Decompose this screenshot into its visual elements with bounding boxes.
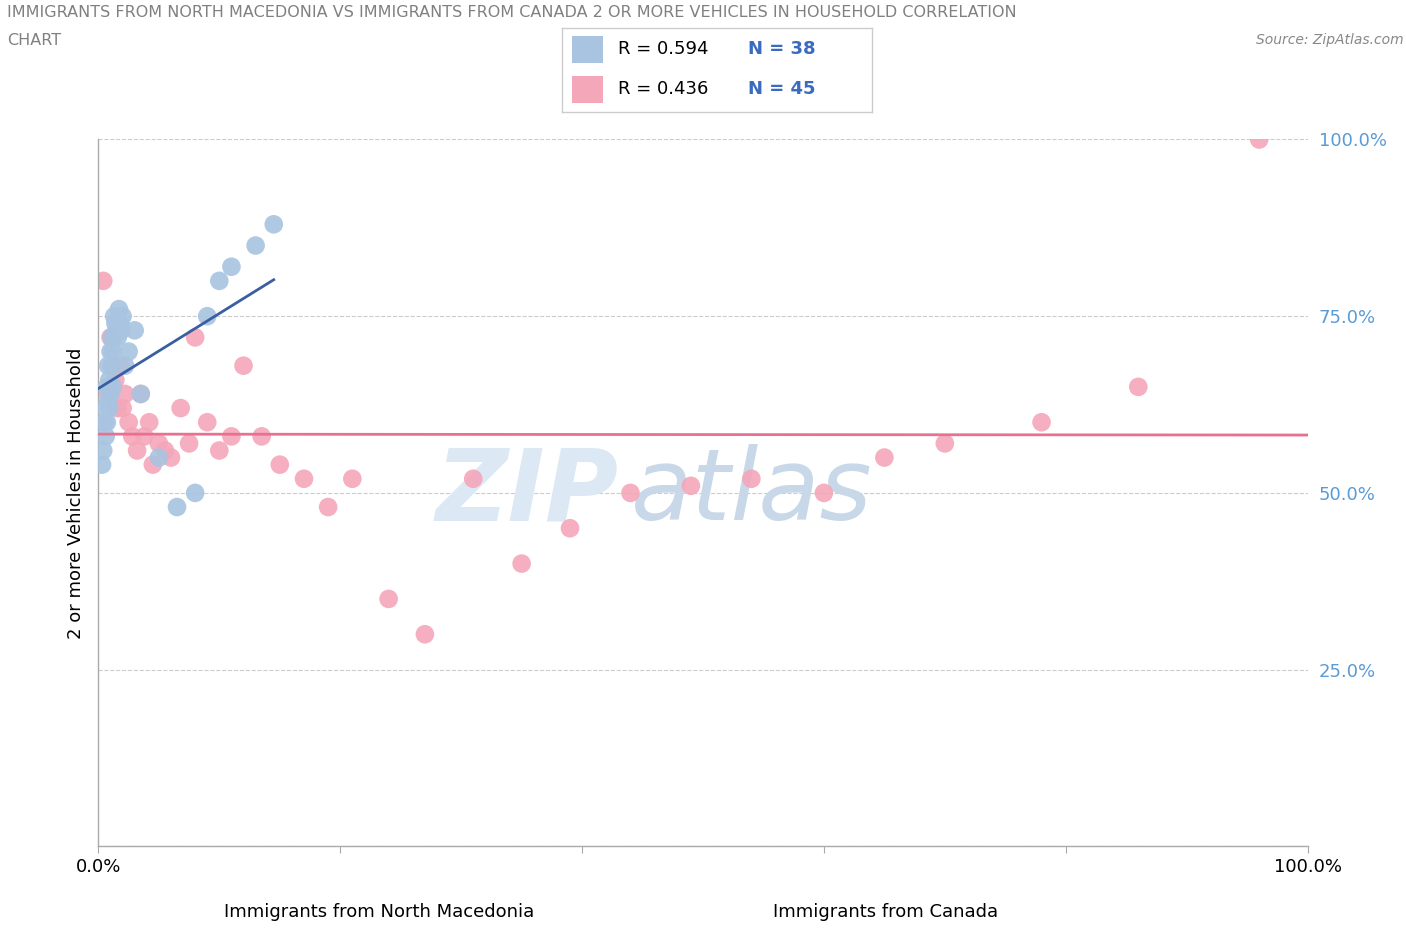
Text: R = 0.594: R = 0.594 xyxy=(619,40,709,58)
Point xyxy=(118,415,141,430)
Point xyxy=(1031,415,1053,430)
Bar xyxy=(572,36,603,63)
Point xyxy=(96,415,118,430)
Point xyxy=(740,472,762,486)
Point xyxy=(118,344,141,359)
Point xyxy=(93,415,115,430)
Point xyxy=(250,429,273,444)
Point xyxy=(619,485,641,500)
Point xyxy=(100,387,122,402)
Point xyxy=(114,358,136,373)
Text: R = 0.436: R = 0.436 xyxy=(619,80,709,98)
Point xyxy=(94,429,117,444)
Point xyxy=(121,429,143,444)
Point xyxy=(813,485,835,500)
Point xyxy=(1249,132,1271,147)
Point xyxy=(208,443,231,458)
Point xyxy=(104,372,127,387)
Point xyxy=(111,309,134,324)
Point xyxy=(114,387,136,402)
Point xyxy=(142,458,165,472)
Text: Immigrants from Canada: Immigrants from Canada xyxy=(773,903,998,921)
Point xyxy=(100,358,122,373)
Point xyxy=(245,238,267,253)
Point xyxy=(110,323,132,338)
Point xyxy=(91,443,114,458)
Point xyxy=(103,330,125,345)
Point xyxy=(263,217,285,232)
Text: N = 45: N = 45 xyxy=(748,80,815,98)
Point xyxy=(463,472,485,486)
Point xyxy=(97,387,120,402)
Point xyxy=(1128,379,1150,394)
Point xyxy=(413,627,436,642)
Point xyxy=(103,309,125,324)
Point xyxy=(342,472,364,486)
Point xyxy=(292,472,315,486)
Point xyxy=(148,436,170,451)
Point xyxy=(107,401,129,416)
Point xyxy=(873,450,896,465)
Text: CHART: CHART xyxy=(7,33,60,47)
Point xyxy=(208,273,231,288)
Text: atlas: atlas xyxy=(630,445,872,541)
Point xyxy=(108,358,131,373)
Point xyxy=(101,358,124,373)
Point xyxy=(269,458,291,472)
Point xyxy=(100,344,122,359)
Point xyxy=(160,450,183,465)
Point xyxy=(184,485,207,500)
Point xyxy=(107,330,129,345)
Point xyxy=(104,316,127,331)
Text: Source: ZipAtlas.com: Source: ZipAtlas.com xyxy=(1256,33,1403,46)
Point xyxy=(558,521,581,536)
Point xyxy=(124,323,146,338)
Point xyxy=(100,330,122,345)
Point xyxy=(105,323,128,338)
Point xyxy=(97,393,120,408)
Text: IMMIGRANTS FROM NORTH MACEDONIA VS IMMIGRANTS FROM CANADA 2 OR MORE VEHICLES IN : IMMIGRANTS FROM NORTH MACEDONIA VS IMMIG… xyxy=(7,5,1017,20)
Point xyxy=(129,387,152,402)
Point xyxy=(108,316,131,331)
Point xyxy=(91,458,114,472)
Text: ZIP: ZIP xyxy=(436,445,619,541)
Point xyxy=(679,478,702,493)
Point xyxy=(98,372,121,387)
Point xyxy=(377,591,399,606)
Point xyxy=(169,401,191,416)
Point xyxy=(166,499,188,514)
Point xyxy=(100,330,122,345)
Y-axis label: 2 or more Vehicles in Household: 2 or more Vehicles in Household xyxy=(66,347,84,639)
Point xyxy=(221,429,243,444)
Text: Immigrants from North Macedonia: Immigrants from North Macedonia xyxy=(225,903,534,921)
Point xyxy=(184,330,207,345)
Point xyxy=(101,344,124,359)
Point xyxy=(96,379,118,394)
Point xyxy=(129,387,152,402)
Point xyxy=(232,358,254,373)
Point xyxy=(195,309,218,324)
Point xyxy=(195,415,218,430)
Point xyxy=(134,429,156,444)
Point xyxy=(934,436,956,451)
Point xyxy=(108,301,131,316)
Point xyxy=(177,436,201,451)
Point xyxy=(97,358,120,373)
Text: N = 38: N = 38 xyxy=(748,40,815,58)
Point xyxy=(91,273,114,288)
Point xyxy=(127,443,149,458)
Point xyxy=(94,401,117,416)
Point xyxy=(153,443,176,458)
Point xyxy=(98,401,121,416)
Point xyxy=(111,401,134,416)
Point xyxy=(221,259,243,274)
Point xyxy=(510,556,533,571)
Point xyxy=(148,450,170,465)
Point xyxy=(316,499,339,514)
Bar xyxy=(572,76,603,103)
Point xyxy=(101,379,124,394)
Point xyxy=(138,415,160,430)
